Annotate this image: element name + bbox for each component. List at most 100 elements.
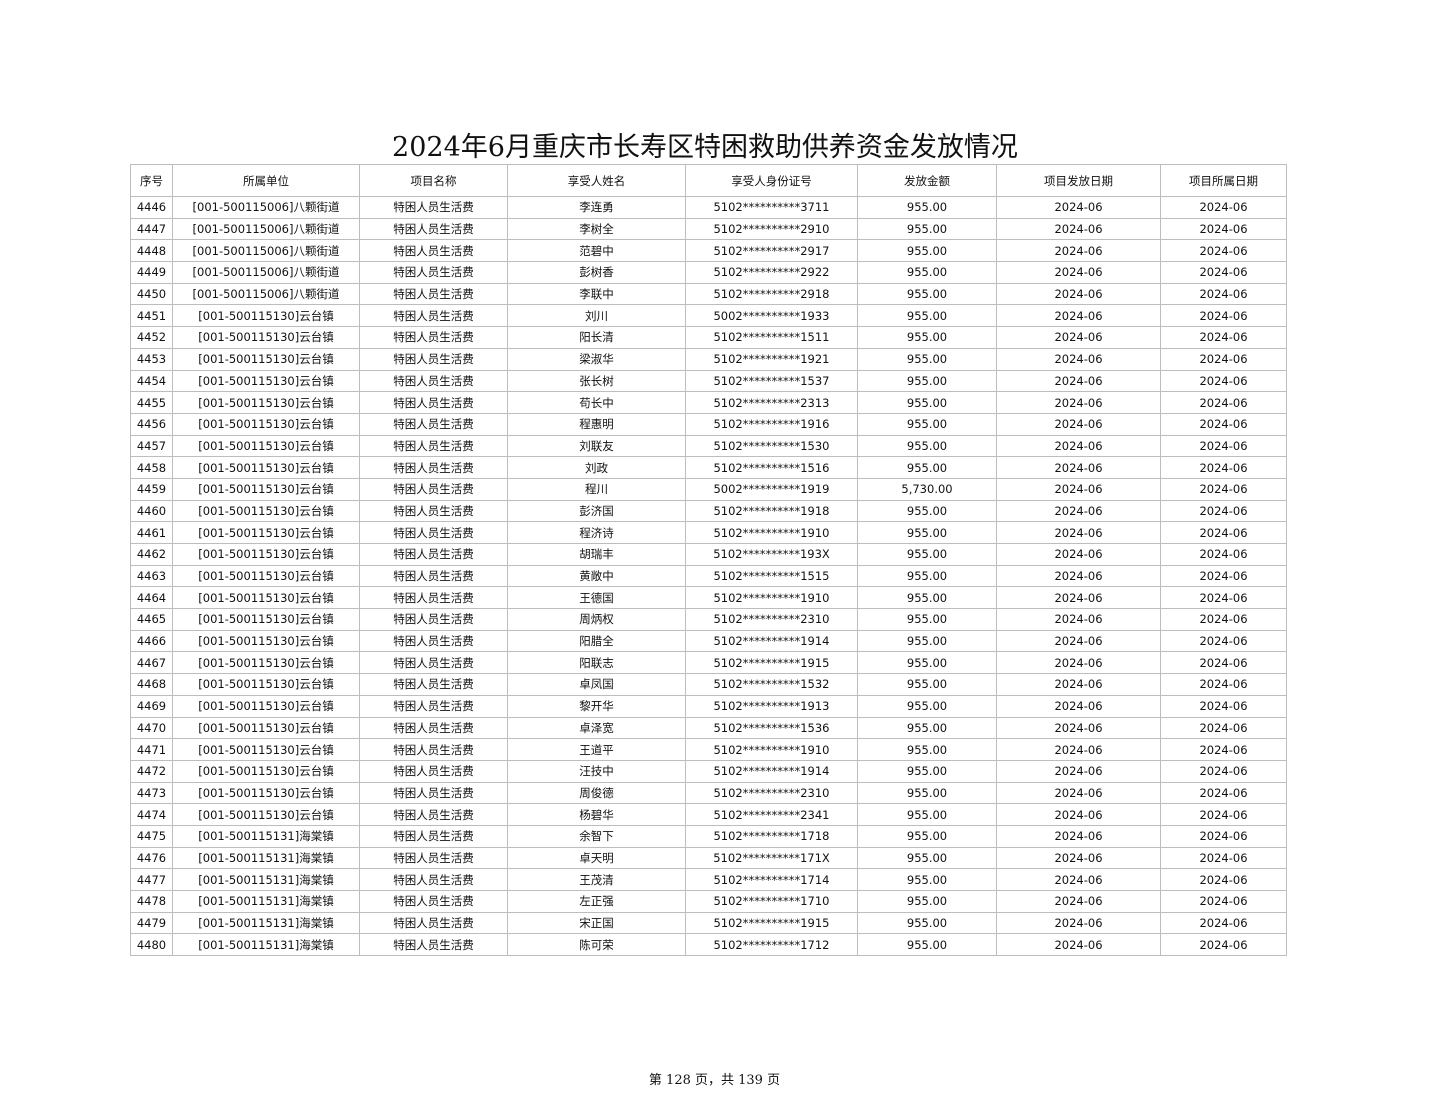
cell-col-index: 4453 (130, 347, 173, 371)
cell-col-project: 特困人员生活费 (359, 347, 508, 371)
cell-col-period: 2024-06 (1160, 803, 1287, 826)
cell-col-amount: 955.00 (857, 803, 997, 826)
cell-col-period: 2024-06 (1160, 543, 1287, 566)
cell-col-unit: [001-500115130]云台镇 (172, 477, 360, 501)
table-row: 4459 [001-500115130]云台镇 特困人员生活费 程川 5002*****… (130, 477, 1287, 501)
header-col-issue-date: 项目发放日期 (996, 164, 1161, 197)
cell-col-name: 范碧中 (507, 239, 686, 263)
cell-col-index: 4463 (130, 564, 173, 588)
cell-col-issue-date: 2024-06 (996, 803, 1161, 826)
cell-col-name: 周炳权 (507, 608, 686, 631)
table-row: 4476 [001-500115131]海棠镇 特困人员生活费 卓天明 5102****… (130, 846, 1287, 870)
cell-col-issue-date: 2024-06 (996, 738, 1161, 761)
cell-col-id-number: 5102**********1910 (685, 738, 858, 761)
cell-col-issue-date: 2024-06 (996, 651, 1161, 675)
cell-col-project: 特困人员生活费 (359, 890, 508, 913)
cell-col-issue-date: 2024-06 (996, 456, 1161, 479)
cell-col-amount: 955.00 (857, 543, 997, 566)
cell-col-amount: 955.00 (857, 738, 997, 761)
cell-col-id-number: 5102**********2313 (685, 391, 858, 414)
cell-col-unit: [001-500115130]云台镇 (172, 651, 360, 675)
cell-col-issue-date: 2024-06 (996, 326, 1161, 349)
cell-col-issue-date: 2024-06 (996, 217, 1161, 241)
table-row: 4477 [001-500115131]海棠镇 特困人员生活费 王茂清 5102****… (130, 868, 1287, 891)
cell-col-index: 4476 (130, 846, 173, 870)
disbursement-table: 序号 所属单位 项目名称 享受人姓名 享受人身份证号 发放金额 项目发放日期 项目所属日期 4… (130, 164, 1287, 957)
cell-col-index: 4466 (130, 629, 173, 653)
table-row: 4446 [001-500115006]八颗街道 特困人员生活费 李连勇 5102***… (130, 196, 1287, 219)
page-footer: 第 128 页，共 139 页 (648, 1073, 781, 1088)
cell-col-project: 特困人员生活费 (359, 846, 508, 870)
cell-col-unit: [001-500115006]八颗街道 (172, 217, 360, 241)
cell-col-issue-date: 2024-06 (996, 586, 1161, 610)
cell-col-project: 特困人员生活费 (359, 781, 508, 805)
cell-col-index: 4456 (130, 412, 173, 436)
cell-col-name: 李连勇 (507, 196, 686, 219)
cell-col-unit: [001-500115130]云台镇 (172, 738, 360, 761)
cell-col-amount: 955.00 (857, 673, 997, 696)
cell-col-index: 4477 (130, 868, 173, 891)
cell-col-project: 特困人员生活费 (359, 673, 508, 696)
cell-col-id-number: 5102**********1910 (685, 586, 858, 610)
table-row: 4450 [001-500115006]八颗街道 特困人员生活费 李联中 5102***… (130, 282, 1287, 306)
cell-col-unit: [001-500115130]云台镇 (172, 694, 360, 718)
cell-col-issue-date: 2024-06 (996, 846, 1161, 870)
table-row: 4475 [001-500115131]海棠镇 特困人员生活费 余智下 5102****… (130, 824, 1287, 848)
cell-col-index: 4464 (130, 586, 173, 610)
cell-col-issue-date: 2024-06 (996, 239, 1161, 263)
cell-col-project: 特困人员生活费 (359, 521, 508, 544)
cell-col-unit: [001-500115130]云台镇 (172, 326, 360, 349)
table-row: 4456 [001-500115130]云台镇 特困人员生活费 程惠明 5102****… (130, 412, 1287, 436)
cell-col-index: 4474 (130, 803, 173, 826)
header-col-project: 项目名称 (359, 164, 508, 197)
cell-col-unit: [001-500115130]云台镇 (172, 673, 360, 696)
cell-col-id-number: 5102**********1712 (685, 933, 858, 957)
cell-col-issue-date: 2024-06 (996, 434, 1161, 458)
header-col-amount: 发放金额 (857, 164, 997, 197)
cell-col-project: 特困人员生活费 (359, 304, 508, 328)
cell-col-unit: [001-500115131]海棠镇 (172, 868, 360, 891)
cell-col-unit: [001-500115131]海棠镇 (172, 890, 360, 913)
cell-col-issue-date: 2024-06 (996, 759, 1161, 783)
cell-col-period: 2024-06 (1160, 391, 1287, 414)
table-row: 4478 [001-500115131]海棠镇 特困人员生活费 左正强 5102****… (130, 890, 1287, 913)
cell-col-amount: 955.00 (857, 217, 997, 241)
table-row: 4453 [001-500115130]云台镇 特困人员生活费 梁淑华 5102****… (130, 347, 1287, 371)
document-title: 2024年6月重庆市长寿区特困救助供养资金发放情况 (392, 132, 1018, 163)
cell-col-period: 2024-06 (1160, 738, 1287, 761)
cell-col-name: 阳腊全 (507, 629, 686, 653)
cell-col-index: 4468 (130, 673, 173, 696)
cell-col-amount: 955.00 (857, 759, 997, 783)
cell-col-amount: 955.00 (857, 781, 997, 805)
table-row: 4473 [001-500115130]云台镇 特困人员生活费 周俊德 5102****… (130, 781, 1287, 805)
cell-col-amount: 955.00 (857, 456, 997, 479)
cell-col-index: 4471 (130, 738, 173, 761)
table-row: 4457 [001-500115130]云台镇 特困人员生活费 刘联友 5102****… (130, 434, 1287, 458)
cell-col-id-number: 5102**********193X (685, 543, 858, 566)
cell-col-unit: [001-500115130]云台镇 (172, 716, 360, 740)
cell-col-project: 特困人员生活费 (359, 738, 508, 761)
cell-col-unit: [001-500115130]云台镇 (172, 781, 360, 805)
cell-col-project: 特困人员生活费 (359, 282, 508, 306)
cell-col-index: 4459 (130, 477, 173, 501)
cell-col-name: 阳联志 (507, 651, 686, 675)
cell-col-amount: 955.00 (857, 890, 997, 913)
cell-col-issue-date: 2024-06 (996, 911, 1161, 935)
cell-col-name: 胡瑞丰 (507, 543, 686, 566)
cell-col-name: 杨碧华 (507, 803, 686, 826)
cell-col-period: 2024-06 (1160, 369, 1287, 393)
cell-col-amount: 955.00 (857, 304, 997, 328)
cell-col-id-number: 5102**********1515 (685, 564, 858, 588)
table-row: 4480 [001-500115131]海棠镇 特困人员生活费 陈可荣 5102****… (130, 933, 1287, 957)
cell-col-unit: [001-500115131]海棠镇 (172, 911, 360, 935)
cell-col-unit: [001-500115130]云台镇 (172, 803, 360, 826)
cell-col-issue-date: 2024-06 (996, 261, 1161, 284)
cell-col-name: 彭济国 (507, 499, 686, 523)
cell-col-name: 卓泽宽 (507, 716, 686, 740)
cell-col-id-number: 5102**********1511 (685, 326, 858, 349)
cell-col-id-number: 5102**********1714 (685, 868, 858, 891)
cell-col-issue-date: 2024-06 (996, 608, 1161, 631)
cell-col-period: 2024-06 (1160, 477, 1287, 501)
cell-col-name: 梁淑华 (507, 347, 686, 371)
cell-col-period: 2024-06 (1160, 499, 1287, 523)
